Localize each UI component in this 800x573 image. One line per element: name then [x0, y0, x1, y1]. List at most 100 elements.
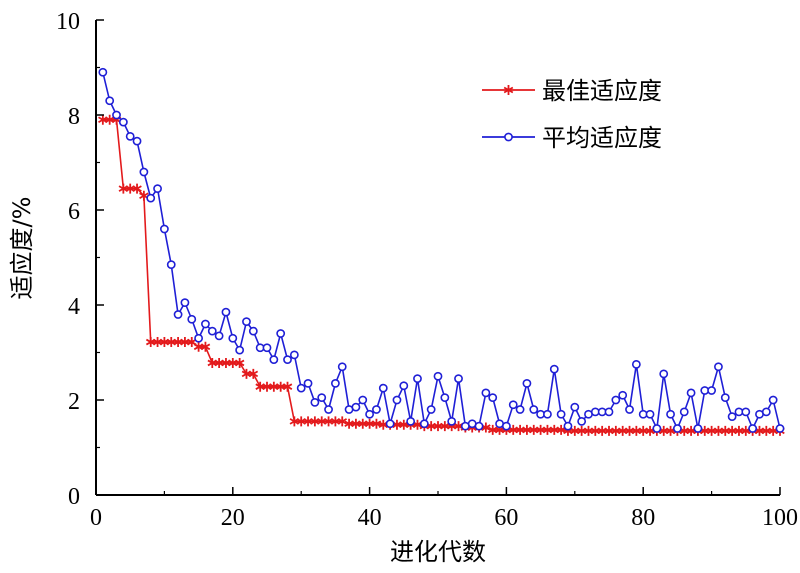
series-line [102, 118, 780, 432]
y-tick-label: 10 [56, 9, 80, 35]
data-point [98, 67, 108, 77]
data-point [234, 357, 245, 368]
data-point [673, 424, 682, 433]
data-point [385, 419, 395, 429]
data-point [707, 386, 716, 395]
data-point [372, 405, 381, 414]
data-point [330, 378, 340, 388]
y-tick-label: 0 [68, 484, 80, 510]
data-point [474, 421, 484, 431]
data-point [317, 393, 327, 403]
data-point [378, 383, 388, 393]
data-point [447, 416, 457, 426]
x-tick-label: 100 [762, 505, 798, 531]
data-point [235, 345, 245, 355]
plot-area [98, 67, 785, 436]
data-point [221, 307, 231, 317]
data-point [543, 409, 552, 419]
data-point [419, 419, 429, 429]
data-point [242, 317, 251, 327]
data-point [180, 298, 190, 308]
data-point [549, 364, 559, 374]
x-tick-label: 80 [631, 505, 655, 531]
data-point [159, 224, 169, 234]
data-point [132, 136, 142, 146]
data-point [105, 96, 115, 106]
data-point [194, 333, 203, 343]
data-point [556, 409, 566, 419]
data-point [515, 405, 525, 414]
series-average [98, 67, 785, 433]
data-point [228, 333, 238, 343]
data-point [146, 193, 156, 203]
data-point [645, 409, 655, 419]
data-point [399, 381, 409, 391]
data-point [153, 184, 162, 194]
data-point [406, 416, 416, 426]
data-point [481, 388, 491, 398]
data-point [720, 393, 730, 403]
data-point [118, 117, 128, 127]
data-point [289, 350, 299, 360]
data-point [659, 369, 669, 379]
data-point [125, 131, 135, 141]
x-tick-label: 20 [221, 505, 245, 531]
data-point [201, 319, 210, 329]
data-point [666, 409, 675, 419]
data-point [693, 424, 703, 433]
data-point [714, 362, 723, 372]
data-point [139, 167, 149, 177]
data-point [276, 329, 286, 338]
data-point [577, 416, 587, 426]
data-point [283, 355, 292, 365]
data-point [262, 343, 272, 353]
data-point [611, 395, 621, 405]
data-point [248, 326, 258, 336]
data-point [337, 416, 348, 427]
data-point [310, 397, 320, 407]
data-point [727, 412, 737, 422]
data-point [631, 359, 641, 369]
data-point [112, 110, 121, 120]
data-point [200, 341, 211, 352]
data-point [618, 390, 628, 400]
data-point [365, 409, 374, 419]
data-point [413, 374, 422, 384]
data-point [248, 368, 259, 379]
data-point [508, 400, 518, 410]
data-point [132, 183, 142, 194]
y-tick-label: 2 [68, 389, 80, 415]
data-point [426, 405, 436, 414]
legend-label: 平均适应度 [542, 124, 662, 152]
data-point [282, 381, 293, 392]
legend-marker [504, 132, 513, 142]
data-point [679, 407, 689, 417]
data-point [324, 405, 333, 414]
data-point [454, 374, 463, 384]
x-axis-title: 进化代数 [390, 538, 486, 566]
data-point [433, 371, 443, 381]
x-tick-label: 0 [90, 505, 102, 531]
x-tick-label: 40 [358, 505, 382, 531]
data-point [488, 393, 498, 403]
data-point [768, 395, 778, 405]
legend-marker [503, 85, 514, 95]
data-point [761, 407, 771, 417]
data-point [207, 326, 217, 336]
data-point [748, 424, 758, 433]
data-point [166, 260, 176, 270]
y-tick-label: 6 [68, 199, 80, 225]
data-point [529, 405, 539, 414]
data-point [652, 424, 662, 433]
data-point [775, 424, 785, 433]
y-axis-title: 适应度/% [8, 197, 36, 300]
x-axis: 0 20 40 60 80 100 [90, 487, 798, 531]
y-tick-label: 4 [68, 294, 80, 320]
data-point [563, 421, 573, 431]
data-point [214, 331, 224, 341]
data-point [173, 310, 183, 319]
data-point [358, 395, 368, 405]
data-point [522, 378, 532, 388]
legend-item: 最佳适应度 [482, 77, 662, 105]
